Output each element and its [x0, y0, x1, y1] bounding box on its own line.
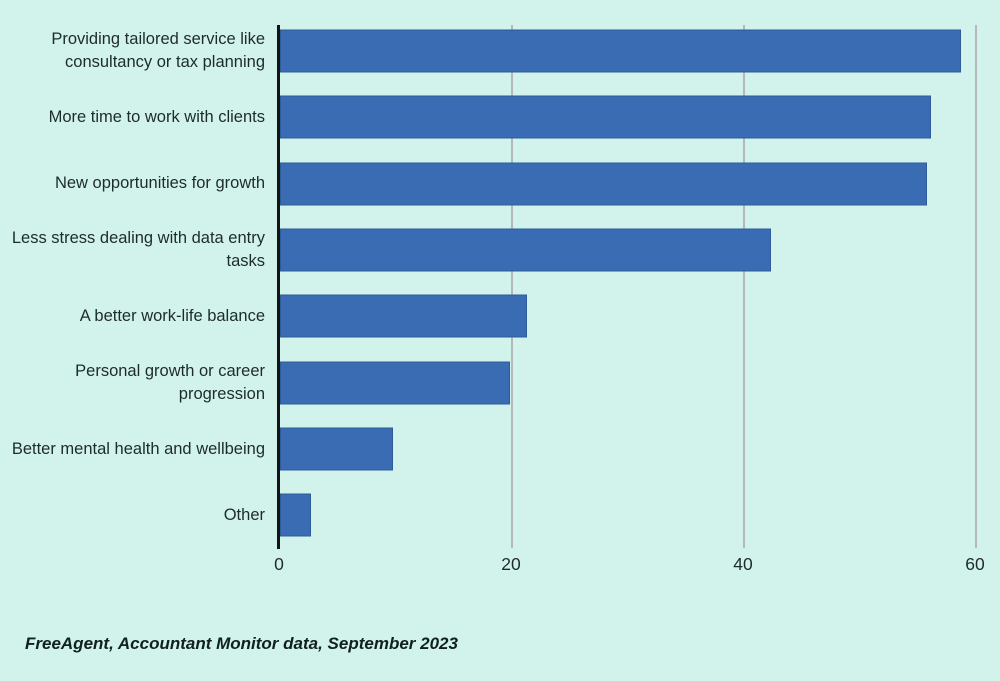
category-label: Providing tailored service like consulta…	[51, 30, 265, 72]
bar-track	[280, 283, 990, 349]
x-axis-tick-labels: 0 20 40 60	[274, 554, 990, 578]
bar	[280, 29, 961, 73]
bar	[280, 228, 771, 272]
source-note: FreeAgent, Accountant Monitor data, Sept…	[25, 634, 458, 653]
chart-row: Other	[0, 482, 990, 548]
x-tick-label: 40	[733, 554, 753, 574]
bar-track	[280, 18, 990, 84]
category-label: Less stress dealing with data entry task…	[11, 229, 265, 271]
bar-track	[280, 349, 990, 415]
gridlines	[280, 25, 990, 548]
bar-track	[280, 482, 990, 548]
bar	[280, 294, 528, 338]
bar	[280, 162, 928, 206]
bar	[280, 361, 510, 405]
bar-track	[280, 217, 990, 283]
category-label: Personal growth or career progression	[75, 361, 265, 403]
category-label: A better work-life balance	[79, 306, 265, 325]
bar	[280, 95, 931, 139]
chart-row: New opportunities for growth	[0, 151, 990, 217]
y-axis-line	[277, 25, 280, 549]
x-tick-label: 20	[501, 554, 521, 574]
bar-track	[280, 84, 990, 150]
x-tick-label: 0	[274, 554, 284, 574]
category-label: Better mental health and wellbeing	[11, 439, 265, 458]
chart-row: A better work-life balance	[0, 283, 990, 349]
category-label: New opportunities for growth	[54, 174, 265, 193]
chart-row: Personal growth or career progression	[0, 349, 990, 415]
x-tick-label: 60	[965, 554, 985, 574]
gridline-20	[511, 25, 513, 548]
bar-track	[280, 151, 990, 217]
chart-row: Providing tailored service like consulta…	[0, 18, 990, 84]
bar	[280, 427, 393, 471]
chart-rows: Providing tailored service like consulta…	[0, 18, 990, 548]
bar	[280, 493, 312, 537]
gridline-60	[975, 25, 977, 548]
category-label: Other	[223, 505, 265, 524]
bar-track	[280, 416, 990, 482]
category-label: More time to work with clients	[48, 108, 265, 127]
chart-row: Better mental health and wellbeing	[0, 416, 990, 482]
gridline-40	[743, 25, 745, 548]
chart-row: Less stress dealing with data entry task…	[0, 217, 990, 283]
chart-row: More time to work with clients	[0, 84, 990, 150]
